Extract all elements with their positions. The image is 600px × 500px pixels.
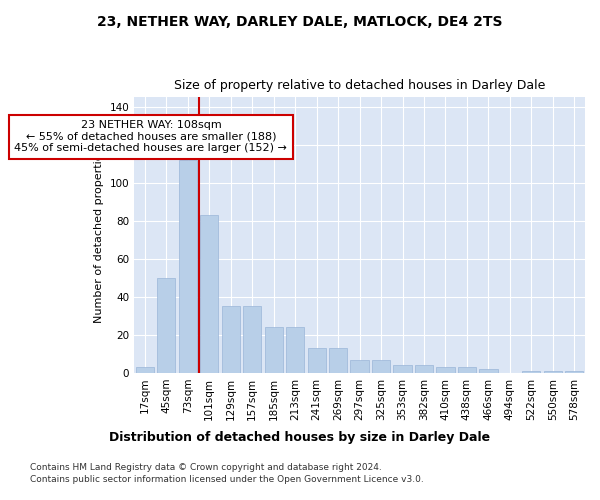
Bar xyxy=(436,368,455,373)
Bar xyxy=(157,278,175,373)
Text: 23, NETHER WAY, DARLEY DALE, MATLOCK, DE4 2TS: 23, NETHER WAY, DARLEY DALE, MATLOCK, DE… xyxy=(97,15,503,29)
Text: Contains HM Land Registry data © Crown copyright and database right 2024.: Contains HM Land Registry data © Crown c… xyxy=(30,463,382,472)
Bar xyxy=(329,348,347,373)
Bar xyxy=(565,371,583,373)
Bar xyxy=(243,306,262,373)
Bar xyxy=(200,215,218,373)
Bar xyxy=(136,368,154,373)
Title: Size of property relative to detached houses in Darley Dale: Size of property relative to detached ho… xyxy=(174,79,545,92)
Bar xyxy=(479,369,497,373)
Bar xyxy=(544,371,562,373)
Y-axis label: Number of detached properties: Number of detached properties xyxy=(94,148,104,323)
Bar xyxy=(308,348,326,373)
Bar xyxy=(394,366,412,373)
Bar xyxy=(458,368,476,373)
Text: 23 NETHER WAY: 108sqm
← 55% of detached houses are smaller (188)
45% of semi-det: 23 NETHER WAY: 108sqm ← 55% of detached … xyxy=(14,120,287,154)
Bar xyxy=(221,306,240,373)
Bar xyxy=(415,366,433,373)
Bar xyxy=(265,328,283,373)
Bar xyxy=(179,160,197,373)
Bar xyxy=(372,360,390,373)
Text: Contains public sector information licensed under the Open Government Licence v3: Contains public sector information licen… xyxy=(30,476,424,484)
Text: Distribution of detached houses by size in Darley Dale: Distribution of detached houses by size … xyxy=(109,431,491,444)
Bar xyxy=(522,371,541,373)
Bar xyxy=(286,328,304,373)
Bar xyxy=(350,360,369,373)
